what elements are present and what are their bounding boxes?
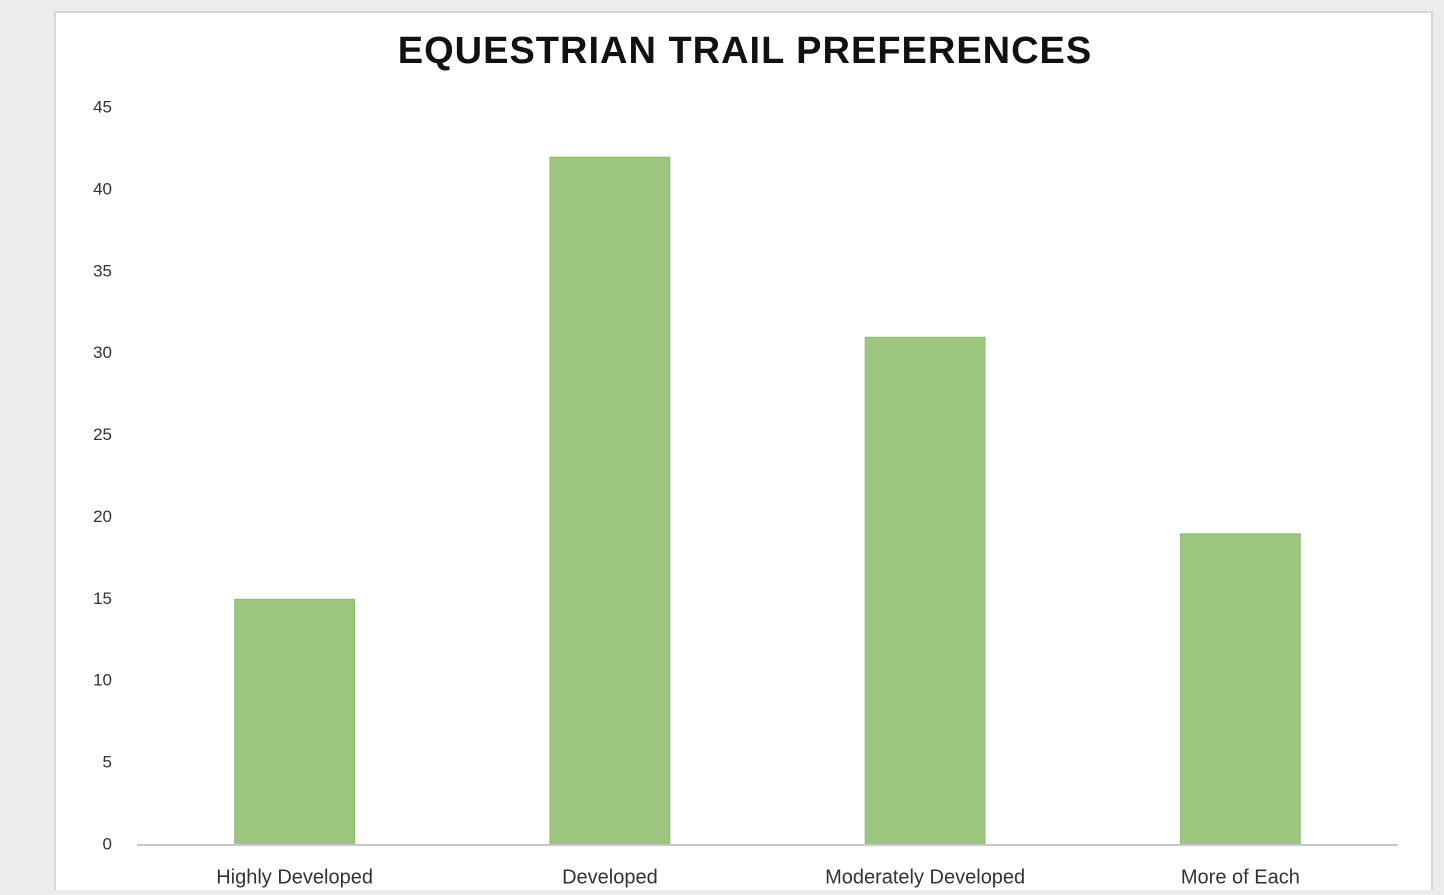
y-tick-label: 30 <box>93 343 112 362</box>
y-tick-label: 0 <box>103 834 112 853</box>
y-tick-label: 40 <box>93 179 112 198</box>
y-tick-label: 15 <box>93 589 112 608</box>
x-tick-label: Moderately Developed <box>825 866 1025 888</box>
y-tick-label: 35 <box>93 261 112 280</box>
y-tick-label: 25 <box>93 425 112 444</box>
y-tick-label: 45 <box>93 97 112 116</box>
bar <box>234 598 356 846</box>
x-tick-label: More of Each <box>1181 866 1300 888</box>
chart-title: EQUESTRIAN TRAIL PREFERENCES <box>398 30 1092 72</box>
x-tick-label: Developed <box>562 866 658 888</box>
y-tick-label: 20 <box>93 507 112 526</box>
bar <box>549 156 671 846</box>
y-tick-label: 10 <box>93 671 112 690</box>
bar <box>864 336 986 846</box>
bar <box>1179 533 1301 846</box>
x-tick-label: Highly Developed <box>216 866 373 888</box>
y-tick-label: 5 <box>103 753 112 772</box>
